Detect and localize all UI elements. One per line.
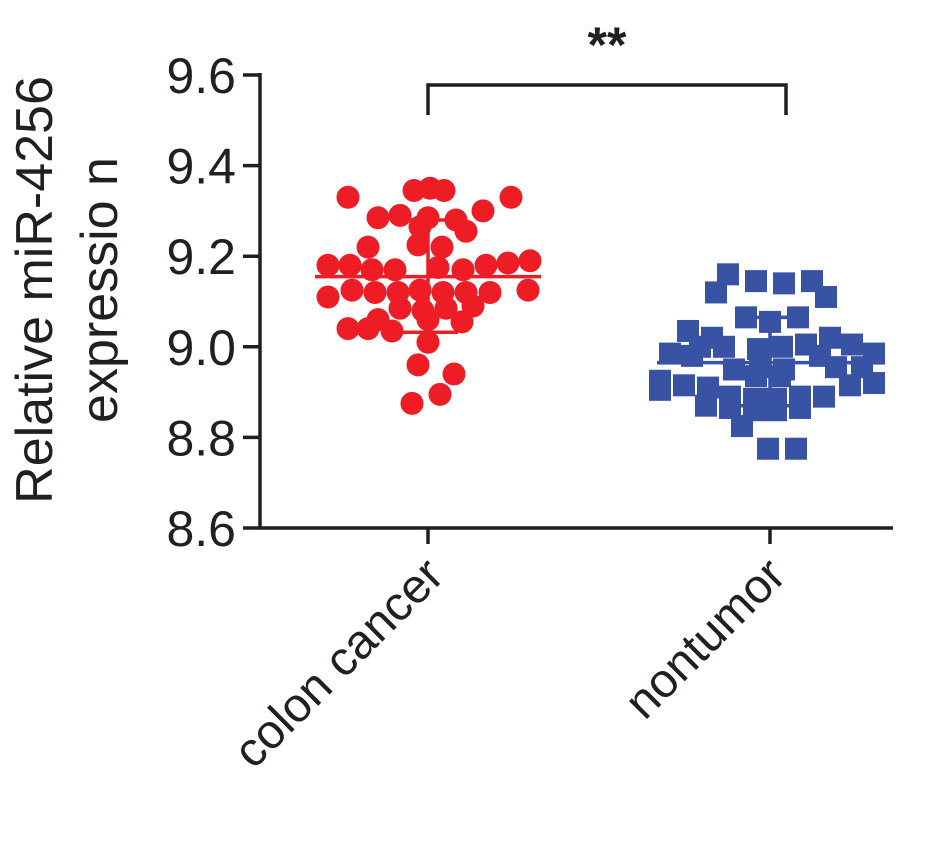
data-point [496,251,520,275]
data-point [863,372,885,395]
data-point [416,330,440,354]
y-tick-label: 8.8 [166,410,236,466]
data-point [400,391,424,415]
data-point [705,281,727,304]
y-tick-label: 8.6 [166,501,236,557]
data-point [363,280,387,304]
mean-sd-bars [315,218,883,408]
data-point [336,185,360,209]
y-tick-label: 9.4 [166,139,236,195]
data-point [474,253,498,277]
data-point [406,353,430,377]
data-point [471,199,495,223]
x-axis-ticks: colon cancer nontumor [224,528,796,778]
data-point [785,437,807,460]
data-point [719,396,741,419]
data-point [518,249,542,273]
data-point [316,285,340,309]
data-point [771,335,793,358]
data-point [408,278,432,302]
data-point [499,185,523,209]
data-point [839,374,861,397]
data-point [697,376,719,399]
data-point [659,342,681,365]
data-point [428,382,452,406]
data-point [442,362,466,386]
data-point [450,310,474,334]
x-tick-label: nontumor [615,548,796,729]
data-point [516,278,540,302]
data-point [813,385,835,408]
data-point [426,256,450,280]
data-point [789,396,811,419]
data-point [769,365,791,388]
data-point [731,415,753,438]
data-point [841,333,863,356]
data-point [434,296,458,320]
data-point [432,179,456,203]
data-point [406,233,430,257]
data-point [338,253,362,277]
data-point [819,326,841,349]
data-point [356,317,380,341]
y-axis-label-line-1: Relative miR-4256 [6,76,64,504]
data-point [388,296,412,320]
data-point [747,338,769,361]
data-point [336,317,360,341]
y-axis-ticks: 8.6 8.8 9.0 9.2 9.4 9.6 [166,48,260,557]
data-point [745,270,767,293]
y-tick-label: 9.0 [166,320,236,376]
data-point [356,235,380,259]
data-point [478,280,502,304]
y-tick-label: 9.2 [166,229,236,285]
data-point [340,278,364,302]
data-point [717,263,739,286]
significance-marker: ** [588,17,627,73]
data-point [430,235,454,259]
y-axis-label-line-2: expressio n [71,157,129,423]
data-point [388,203,412,227]
y-tick-label: 9.6 [166,48,236,104]
significance-annotation: ** [426,17,788,115]
data-point [649,378,671,401]
data-point [695,394,717,417]
data-point [757,437,779,460]
data-point [773,272,795,295]
data-point [745,365,767,388]
data-point [316,253,340,277]
data-point [673,374,695,397]
data-point [713,335,735,358]
data-point [815,285,837,308]
x-tick-label: colon cancer [224,548,454,778]
significance-bracket [426,83,788,115]
data-point [366,206,390,230]
data-point [380,319,404,343]
data-point [454,219,478,243]
